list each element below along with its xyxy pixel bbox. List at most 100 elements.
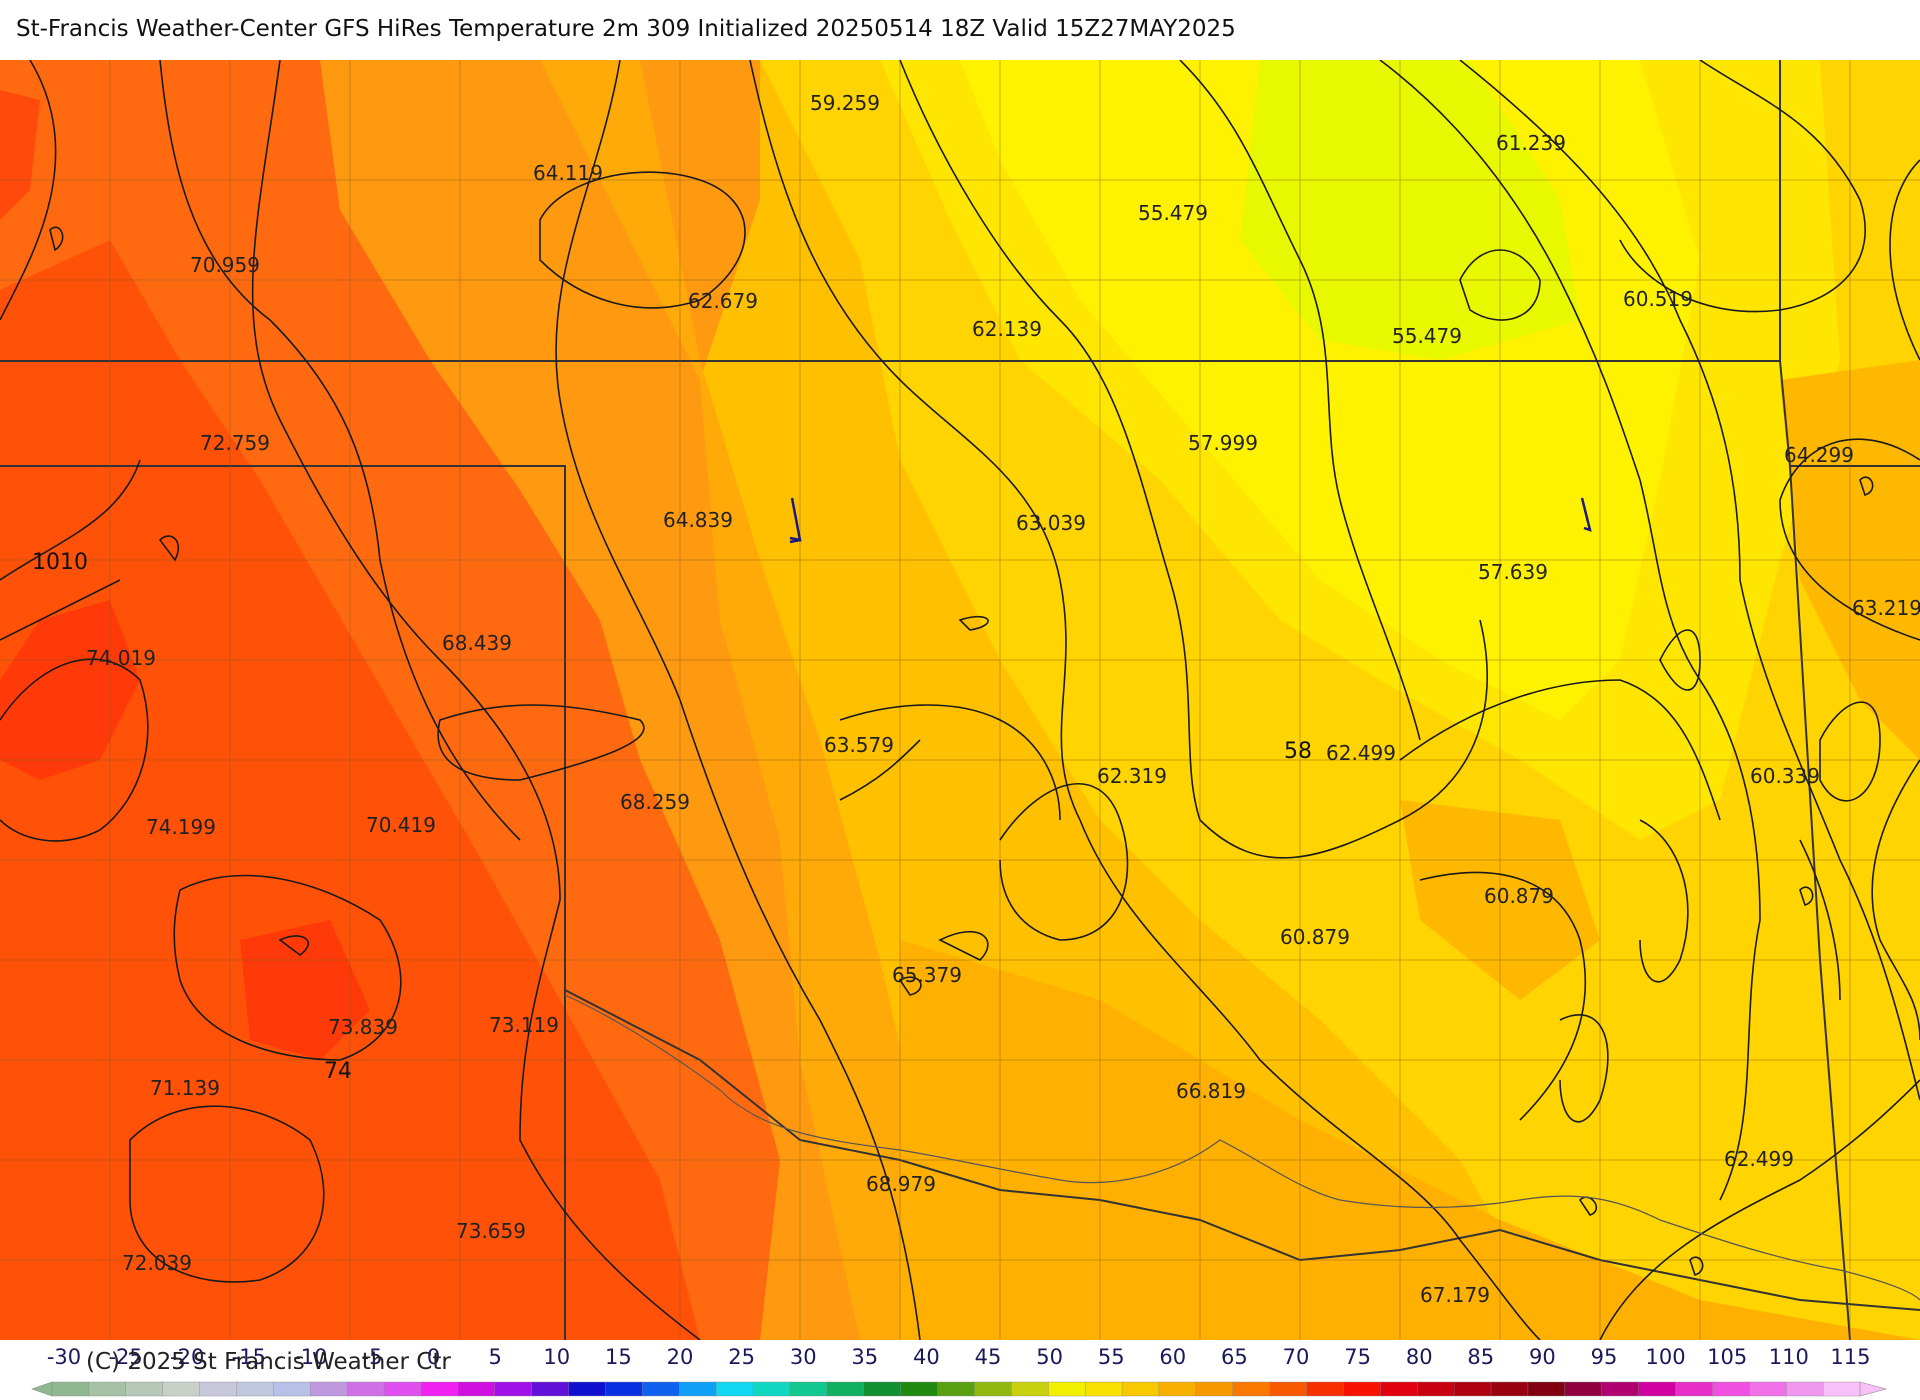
temp-field-south-orange <box>900 940 1920 1340</box>
legend-color-swatch <box>789 1381 828 1397</box>
legend-color-swatch <box>1343 1381 1382 1397</box>
temp-label: 60.519 <box>1623 287 1693 311</box>
temp-label: 68.259 <box>620 790 690 814</box>
legend-tick-label: 105 <box>1707 1345 1747 1369</box>
legend-color-swatch <box>1564 1381 1603 1397</box>
legend-tick-label: 75 <box>1344 1345 1371 1369</box>
legend-tick-label: 85 <box>1467 1345 1494 1369</box>
temp-label: 63.579 <box>824 733 894 757</box>
legend-color-swatch <box>974 1381 1013 1397</box>
temp-label: 60.879 <box>1280 925 1350 949</box>
temp-label: 73.119 <box>489 1013 559 1037</box>
legend-color-swatch <box>346 1381 385 1397</box>
legend-tick-label: 55 <box>1098 1345 1125 1369</box>
isotherm-label: 74 <box>324 1059 352 1084</box>
legend-color-swatch <box>420 1381 459 1397</box>
temp-field-mild-orange <box>540 60 980 1340</box>
temp-label: 74.199 <box>146 815 216 839</box>
temp-label: 59.259 <box>810 91 880 115</box>
temp-label: 68.979 <box>866 1172 936 1196</box>
legend-color-swatch <box>199 1381 238 1397</box>
legend-color-swatch <box>1195 1381 1234 1397</box>
legend-color-swatch <box>863 1381 902 1397</box>
temp-label: 62.499 <box>1724 1147 1794 1171</box>
legend-color-swatch <box>1638 1381 1677 1397</box>
temp-label: 63.039 <box>1016 511 1086 535</box>
legend-color-swatch <box>1380 1381 1418 1397</box>
temp-label: 60.339 <box>1750 764 1820 788</box>
legend-color-swatch <box>51 1381 90 1397</box>
legend-color-swatch <box>752 1381 791 1397</box>
legend-tick-label: 10 <box>543 1345 570 1369</box>
river <box>564 994 1920 1301</box>
temperature-map[interactable]: 59.259 64.119 55.479 61.239 70.959 62.67… <box>0 60 1920 1340</box>
temp-label: 73.839 <box>328 1015 398 1039</box>
legend-color-swatch <box>1675 1381 1714 1397</box>
legend-tick-label: 0 <box>427 1345 440 1369</box>
legend-color-swatch <box>1786 1381 1824 1397</box>
legend-tick-label: 15 <box>605 1345 632 1369</box>
temp-label: 70.959 <box>190 253 260 277</box>
temp-label: 72.759 <box>200 431 270 455</box>
legend-color-swatch <box>273 1381 311 1397</box>
temp-label: 68.439 <box>442 631 512 655</box>
legend-color-swatch <box>1084 1381 1123 1397</box>
temp-label: 73.659 <box>456 1219 526 1243</box>
legend-color-swatch <box>1527 1381 1566 1397</box>
isobar-label: 1010 <box>32 550 88 575</box>
legend-color-swatch <box>605 1381 644 1397</box>
legend-tick-label: 20 <box>667 1345 694 1369</box>
legend-color-swatch <box>1121 1381 1160 1397</box>
legend-arrow-right <box>1859 1381 1888 1397</box>
legend-color-swatch <box>1490 1381 1529 1397</box>
legend-color-swatch <box>494 1381 533 1397</box>
legend-tick-label: 100 <box>1646 1345 1686 1369</box>
legend-color-swatch <box>531 1381 570 1397</box>
legend-color-swatch <box>642 1381 680 1397</box>
legend-tick-label: 115 <box>1830 1345 1870 1369</box>
legend-color-swatch <box>1306 1381 1345 1397</box>
temp-label: 72.039 <box>122 1251 192 1275</box>
legend-tick-label: -30 <box>47 1345 81 1369</box>
legend-tick-label: 90 <box>1529 1345 1556 1369</box>
temp-field-hotspot-nw <box>0 90 40 220</box>
temp-label: 55.479 <box>1138 201 1208 225</box>
legend-tick-label: 65 <box>1221 1345 1248 1369</box>
temp-field-hottest <box>0 600 370 1060</box>
legend-tick-label: 70 <box>1283 1345 1310 1369</box>
legend-color-swatch <box>568 1381 607 1397</box>
temp-label: 64.299 <box>1784 443 1854 467</box>
legend-color-swatch <box>1453 1381 1492 1397</box>
color-legend: -30 -25 -20 -15 -10 -5 0 5 10 15 20 25 30 35 40 45 50 55 6… <box>31 1345 1888 1397</box>
legend-color-swatch <box>162 1381 201 1397</box>
temp-label: 62.139 <box>972 317 1042 341</box>
temp-label: 63.219 <box>1852 596 1920 620</box>
legend-tick-label: 45 <box>975 1345 1002 1369</box>
temp-label: 65.379 <box>892 963 962 987</box>
legend-color-swatch <box>715 1381 754 1397</box>
legend-tick-label: 40 <box>913 1345 940 1369</box>
legend-tick-label: 95 <box>1591 1345 1618 1369</box>
legend-color-swatch <box>236 1381 275 1397</box>
temp-label: 62.679 <box>688 289 758 313</box>
map-title: St-Francis Weather-Center GFS HiRes Temp… <box>16 16 1236 42</box>
temp-label: 70.419 <box>366 813 436 837</box>
legend-arrow-left <box>31 1381 53 1397</box>
legend-color-swatch <box>1712 1381 1751 1397</box>
legend-tick-label: -25 <box>108 1345 142 1369</box>
temp-label: 64.839 <box>663 508 733 532</box>
temperature-labels: 59.259 64.119 55.479 61.239 70.959 62.67… <box>86 91 1920 1307</box>
legend-tick-label: -15 <box>232 1345 266 1369</box>
legend-tick-label: 35 <box>851 1345 878 1369</box>
temp-label: 62.319 <box>1097 764 1167 788</box>
legend-color-swatch <box>1749 1381 1787 1397</box>
legend-color-swatch <box>457 1381 496 1397</box>
legend-color-swatch <box>125 1381 164 1397</box>
legend-color-swatch <box>1417 1381 1455 1397</box>
county-lines <box>0 60 1920 1340</box>
isobar-labels: 1010 58 74 <box>32 550 1312 1084</box>
legend-color-swatch <box>88 1381 127 1397</box>
legend-tick-label: 110 <box>1769 1345 1809 1369</box>
temp-label: 62.499 <box>1326 741 1396 765</box>
legend-tick-label: 30 <box>790 1345 817 1369</box>
